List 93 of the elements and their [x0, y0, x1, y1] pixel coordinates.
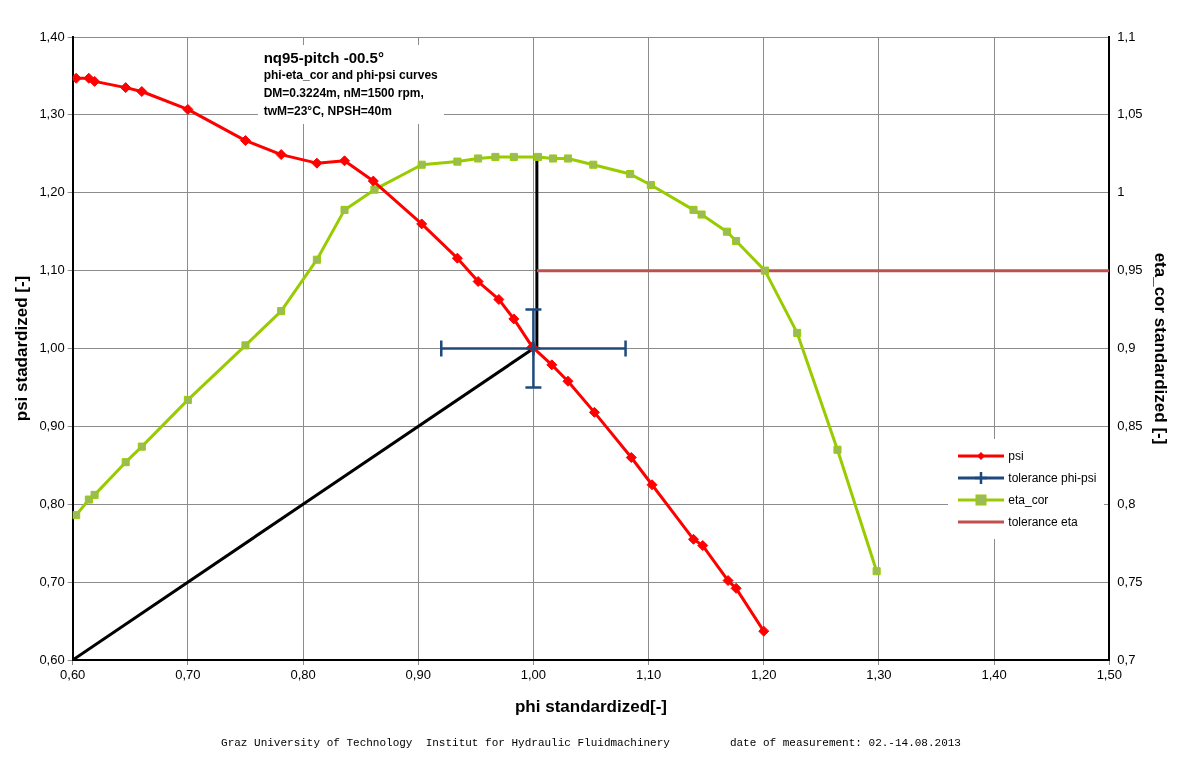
- point: [241, 341, 250, 350]
- y-tick-label: 1,00: [39, 340, 65, 356]
- point: [625, 452, 637, 464]
- y2-tick-label: 1,05: [1117, 106, 1143, 122]
- point: [370, 185, 379, 194]
- point: [182, 103, 194, 115]
- point: [546, 359, 558, 371]
- y-tick-label: 1,10: [39, 262, 65, 278]
- x-tick-label: 1,40: [981, 667, 1007, 683]
- y-tick-label: 1,30: [39, 106, 65, 122]
- y-tick-label: 0,90: [39, 417, 65, 433]
- legend-label: tolerance eta: [1008, 514, 1078, 529]
- point: [183, 395, 192, 404]
- text: nq95-pitch -00.5°: [263, 49, 385, 66]
- point: [474, 154, 483, 163]
- point: [548, 154, 558, 163]
- x-tick-label: 1,50: [1096, 667, 1122, 683]
- point: [491, 152, 500, 161]
- point: [626, 170, 635, 179]
- point: [563, 154, 572, 163]
- y2-tick-label: 1: [1117, 184, 1125, 200]
- y-axis-title: psi stadardized [-]: [11, 275, 31, 422]
- point: [451, 252, 463, 264]
- y-tick-label: 1,20: [39, 184, 65, 200]
- x-tick-label: 1,00: [520, 667, 547, 683]
- y2-tick-label: 0,8: [1117, 495, 1136, 511]
- point: [72, 511, 81, 520]
- point: [508, 313, 520, 325]
- point: [89, 75, 101, 87]
- x-tick-label: 1,30: [866, 667, 892, 683]
- point: [730, 582, 742, 594]
- point: [689, 205, 698, 214]
- point: [367, 175, 379, 187]
- point: [833, 445, 842, 454]
- text: Graz University of Technology Institut for Hydraulic Fluidmachinery: [221, 737, 670, 749]
- text: phi-eta_cor and phi-psi curves DM=0.3224m, nM=1500 rpm, twM=23°C, NPSH=40m: [263, 67, 438, 120]
- y2-tick-label: 1,1: [1117, 28, 1136, 44]
- point: [697, 540, 709, 552]
- text: date of measurement: 02.-14.08.2013: [729, 737, 961, 749]
- point: [760, 266, 769, 275]
- point: [137, 442, 146, 451]
- y-tick-label: 0,60: [39, 651, 65, 667]
- point: [872, 567, 881, 576]
- point: [120, 82, 132, 94]
- y2-tick-label: 0,9: [1117, 340, 1136, 356]
- point: [239, 135, 251, 147]
- legend-label: eta_cor: [1008, 492, 1049, 507]
- y-tick-label: 0,80: [39, 495, 65, 511]
- x-tick-label: 1,10: [635, 667, 662, 683]
- y-tick-label: 0,70: [39, 573, 65, 589]
- point: [646, 479, 658, 491]
- point: [758, 625, 770, 637]
- point: [339, 155, 351, 167]
- point: [533, 152, 543, 161]
- point: [722, 227, 731, 236]
- x-tick-label: 0,80: [290, 667, 316, 683]
- point: [732, 237, 741, 246]
- point: [588, 406, 600, 418]
- point: [311, 157, 323, 169]
- point: [793, 328, 802, 337]
- point: [688, 533, 700, 545]
- point: [277, 307, 286, 316]
- point: [416, 218, 428, 230]
- x-tick-label: 1,20: [751, 667, 777, 683]
- point: [453, 157, 462, 166]
- point: [136, 86, 148, 98]
- point: [340, 205, 349, 214]
- x-tick-label: 0,90: [405, 667, 431, 683]
- legend-label: tolerance phi-psi: [1008, 470, 1097, 485]
- y2-tick-label: 0,75: [1117, 573, 1143, 589]
- point: [697, 210, 706, 219]
- legend-label: psi: [1008, 448, 1024, 463]
- point: [90, 490, 99, 499]
- x-tick-label: 0,60: [60, 667, 86, 683]
- y-tick-label: 1,40: [39, 28, 65, 44]
- point: [72, 72, 82, 84]
- point: [312, 255, 321, 264]
- point: [417, 160, 426, 169]
- point: [589, 160, 598, 169]
- point: [722, 575, 734, 587]
- point: [493, 293, 505, 305]
- y2-tick-label: 0,95: [1117, 262, 1143, 278]
- y2-tick-label: 0,85: [1117, 417, 1143, 433]
- x-axis-title: phi standardized[-]: [514, 697, 668, 717]
- y2-tick-label: 0,7: [1117, 651, 1136, 667]
- point: [562, 375, 574, 387]
- point: [509, 152, 518, 161]
- y2-axis-title: eta_cor standardized [-]: [1151, 252, 1171, 445]
- point: [472, 276, 484, 288]
- point: [121, 458, 130, 467]
- point: [275, 149, 287, 161]
- point: [646, 180, 655, 189]
- x-tick-label: 0,70: [175, 667, 201, 683]
